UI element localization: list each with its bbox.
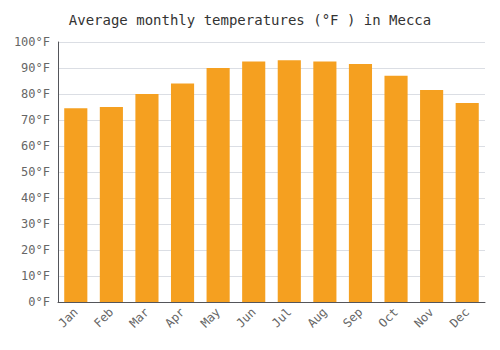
- svg-text:Mar: Mar: [127, 305, 152, 330]
- svg-text:100°F: 100°F: [14, 35, 50, 49]
- svg-text:90°F: 90°F: [21, 61, 50, 75]
- svg-text:Jun: Jun: [233, 305, 258, 330]
- svg-text:Dec: Dec: [447, 305, 472, 330]
- svg-text:Nov: Nov: [411, 305, 436, 330]
- svg-text:Jan: Jan: [56, 305, 81, 330]
- svg-text:40°F: 40°F: [21, 191, 50, 205]
- svg-text:50°F: 50°F: [21, 165, 50, 179]
- svg-text:Sep: Sep: [340, 305, 365, 330]
- svg-text:Apr: Apr: [162, 305, 187, 330]
- svg-text:Jul: Jul: [269, 305, 294, 330]
- svg-text:Average monthly temperatures (: Average monthly temperatures (°F ) in Me…: [69, 12, 431, 28]
- svg-text:60°F: 60°F: [21, 139, 50, 153]
- svg-text:0°F: 0°F: [28, 295, 50, 309]
- svg-text:80°F: 80°F: [21, 87, 50, 101]
- svg-text:70°F: 70°F: [21, 113, 50, 127]
- svg-text:10°F: 10°F: [21, 269, 50, 283]
- svg-text:Aug: Aug: [305, 305, 330, 330]
- svg-text:Oct: Oct: [376, 305, 401, 330]
- svg-text:20°F: 20°F: [21, 243, 50, 257]
- svg-text:Feb: Feb: [91, 305, 116, 330]
- svg-text:May: May: [198, 305, 223, 330]
- svg-text:30°F: 30°F: [21, 217, 50, 231]
